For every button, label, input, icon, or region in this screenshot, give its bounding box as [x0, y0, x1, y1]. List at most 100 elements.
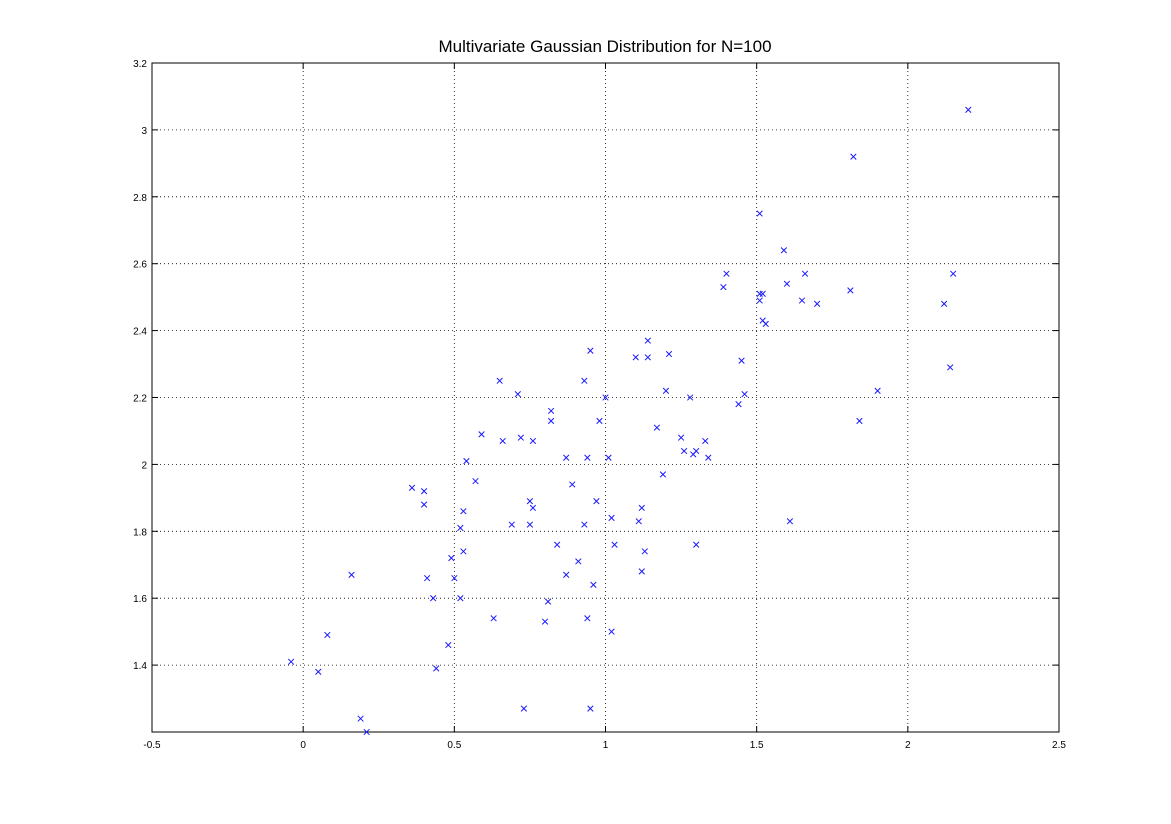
scatter-point: [357, 715, 364, 722]
scatter-point: [408, 484, 416, 491]
scatter-point-stroke: [348, 571, 355, 578]
scatter-point: [780, 247, 788, 254]
scatter-point-stroke: [433, 665, 440, 672]
scatter-point: [324, 631, 331, 639]
scatter-points: [287, 106, 972, 736]
scatter-point: [526, 498, 534, 505]
scatter-point: [563, 571, 570, 578]
scatter-point-stroke: [693, 541, 700, 548]
scatter-point-stroke: [478, 431, 485, 438]
scatter-point: [460, 548, 467, 555]
scatter-point: [723, 270, 730, 277]
scatter-point-stroke: [490, 615, 497, 622]
scatter-point-stroke: [686, 394, 694, 401]
scatter-point-stroke: [581, 521, 588, 528]
scatter-point: [665, 350, 673, 358]
scatter-point: [680, 447, 688, 455]
scatter-point-stroke: [547, 407, 555, 415]
scatter-point: [430, 595, 437, 602]
scatter-point: [686, 394, 694, 401]
scatter-point-stroke: [587, 705, 594, 712]
scatter-point-stroke: [665, 350, 673, 358]
x-tick-label: 0.5: [447, 740, 461, 751]
scatter-point-stroke: [783, 280, 791, 287]
scatter-point-stroke: [357, 715, 364, 722]
scatter-point: [693, 541, 700, 548]
scatter-point-stroke: [575, 558, 582, 565]
scatter-point: [496, 377, 503, 384]
scatter-point-stroke: [756, 290, 763, 297]
scatter-point-stroke: [457, 595, 464, 602]
scatter-point: [581, 377, 588, 384]
scatter-point-stroke: [780, 247, 788, 254]
scatter-point: [677, 434, 685, 441]
scatter-point-stroke: [813, 300, 821, 307]
scatter-point-stroke: [547, 417, 555, 425]
scatter-point: [584, 454, 591, 461]
scatter-point: [608, 628, 615, 635]
scatter-point: [457, 595, 464, 602]
scatter-point-stroke: [457, 524, 464, 532]
scatter-point-stroke: [738, 357, 745, 364]
scatter-point-stroke: [756, 297, 763, 304]
scatter-point-stroke: [472, 477, 479, 485]
scatter-point: [605, 454, 612, 461]
scatter-point: [638, 504, 645, 512]
scatter-point-stroke: [541, 618, 549, 625]
scatter-point: [735, 401, 742, 408]
scatter-point-stroke: [786, 518, 794, 525]
scatter-point: [611, 541, 618, 548]
scatter-point: [813, 300, 821, 307]
scatter-point: [514, 391, 521, 398]
scatter-point-stroke: [759, 317, 766, 324]
scatter-point: [847, 287, 854, 294]
y-tick-label: 1.8: [133, 527, 147, 538]
scatter-point: [596, 417, 603, 425]
scatter-point: [940, 300, 948, 307]
scatter-point: [756, 210, 763, 217]
y-tick-label: 2.6: [133, 260, 147, 271]
scatter-point-stroke: [529, 437, 537, 445]
scatter-point-stroke: [596, 417, 603, 425]
scatter-point: [541, 618, 549, 625]
y-tick-label: 3: [141, 126, 147, 137]
x-tick-label: 1: [603, 740, 609, 751]
scatter-point-stroke: [563, 571, 570, 578]
x-tick-label: -0.5: [143, 740, 161, 751]
scatter-point-stroke: [693, 447, 700, 455]
scatter-point-stroke: [798, 297, 806, 304]
scatter-point-stroke: [641, 548, 648, 555]
scatter-point: [590, 581, 597, 588]
scatter-point-stroke: [850, 153, 857, 160]
scatter-point: [693, 447, 700, 455]
scatter-point: [451, 574, 458, 582]
y-tick-label: 2: [141, 460, 147, 471]
scatter-point-stroke: [517, 434, 525, 441]
scatter-point: [593, 498, 600, 505]
scatter-point: [508, 521, 515, 528]
scatter-point-stroke: [324, 631, 331, 639]
scatter-point: [457, 524, 464, 532]
y-tick-label: 1.4: [133, 661, 147, 672]
scatter-point: [287, 658, 295, 665]
scatter-point-stroke: [662, 387, 670, 394]
scatter-point-stroke: [587, 347, 594, 354]
scatter-point: [947, 364, 954, 371]
scatter-point: [632, 354, 639, 361]
scatter-point-stroke: [874, 387, 881, 394]
scatter-point: [587, 705, 594, 712]
scatter-point-stroke: [529, 504, 537, 512]
scatter-point: [433, 665, 440, 672]
scatter-point-stroke: [584, 615, 591, 622]
scatter-point-stroke: [526, 521, 534, 528]
scatter-point-stroke: [659, 471, 667, 478]
scatter-point: [575, 558, 582, 565]
scatter-point-stroke: [430, 595, 437, 602]
scatter-point-stroke: [496, 377, 503, 384]
scatter-point: [445, 641, 452, 649]
scatter-point: [644, 354, 651, 361]
scatter-point-stroke: [632, 354, 639, 361]
scatter-point-stroke: [514, 391, 521, 398]
scatter-point-stroke: [653, 424, 661, 431]
scatter-point-stroke: [735, 401, 742, 408]
